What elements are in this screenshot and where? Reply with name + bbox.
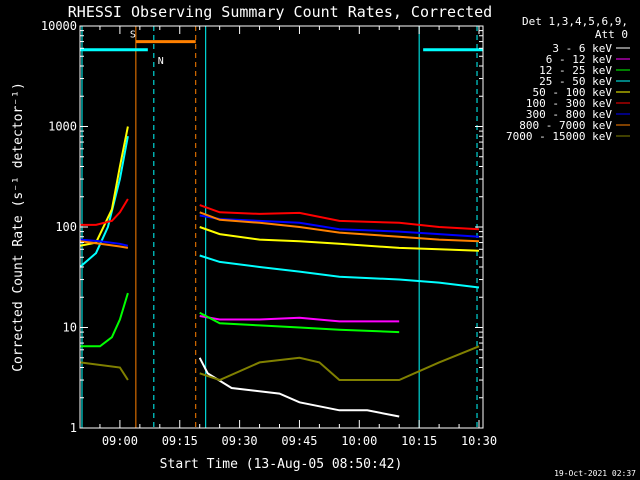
- series-line: [80, 240, 129, 249]
- series-line: [80, 198, 129, 226]
- y-tick-label: 10000: [41, 19, 77, 33]
- y-tick-label: 1: [70, 421, 77, 435]
- series-line: [199, 315, 400, 323]
- legend-entry: 50 - 100 keV: [533, 86, 613, 99]
- x-tick-label: 09:30: [222, 434, 258, 448]
- x-tick-label: 09:45: [281, 434, 317, 448]
- series-line: [199, 226, 480, 252]
- x-tick-label: 09:15: [162, 434, 198, 448]
- series-line: [199, 204, 480, 231]
- legend-entry: 300 - 800 keV: [526, 108, 612, 121]
- x-tick-label: 10:15: [401, 434, 437, 448]
- series-line: [80, 238, 129, 247]
- legend-entry: 100 - 300 keV: [526, 97, 612, 110]
- x-tick-label: 10:30: [461, 434, 497, 448]
- series-line: [199, 311, 400, 334]
- legend-header: Det 1,3,4,5,6,9,: [522, 15, 628, 28]
- x-tick-label: 09:00: [102, 434, 138, 448]
- y-tick-label: 1000: [48, 120, 77, 134]
- series-line: [80, 136, 129, 268]
- legend-entry: 25 - 50 keV: [539, 75, 612, 88]
- state-marker-label: N: [158, 56, 164, 67]
- legend-entry: 800 - 7000 keV: [519, 119, 612, 132]
- series-line: [80, 361, 129, 381]
- footer-timestamp: 19-Oct-2021 02:37: [554, 469, 636, 478]
- legend-entry: 7000 - 15000 keV: [506, 130, 612, 143]
- series-line: [80, 126, 129, 247]
- y-axis-label: Corrected Count Rate (s⁻¹ detector⁻¹): [11, 82, 26, 372]
- series-line: [199, 211, 480, 243]
- series-line: [199, 345, 480, 382]
- legend-entry: 6 - 12 keV: [546, 53, 613, 66]
- state-marker-label: S: [130, 30, 136, 41]
- y-tick-label: 10: [63, 321, 77, 335]
- chart-title: RHESSI Observing Summary Count Rates, Co…: [68, 3, 492, 21]
- series-line: [198, 357, 400, 418]
- x-tick-label: 10:00: [341, 434, 377, 448]
- series-line: [199, 254, 480, 289]
- legend-entry: 12 - 25 keV: [539, 64, 612, 77]
- y-tick-label: 100: [55, 220, 77, 234]
- series-line: [80, 292, 129, 348]
- x-axis-label: Start Time (13-Aug-05 08:50:42): [160, 457, 403, 472]
- legend-header-att: Att 0: [595, 28, 628, 41]
- legend-entry: 3 - 6 keV: [552, 42, 612, 55]
